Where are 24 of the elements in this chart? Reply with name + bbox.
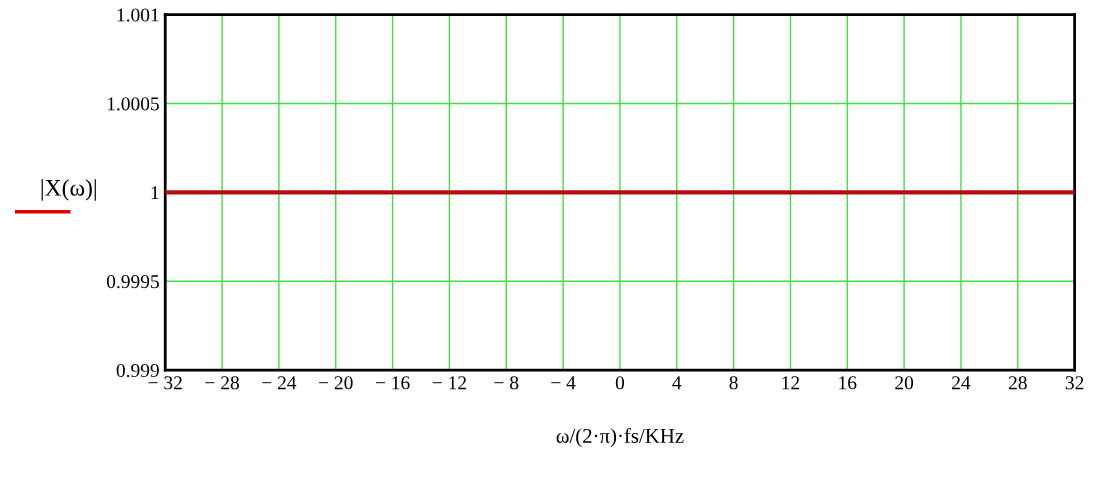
x-tick-label: 12 bbox=[782, 376, 800, 390]
y-tick-label: 1 bbox=[151, 186, 159, 200]
x-tick-label: 16 bbox=[839, 376, 857, 390]
y-tick-label: 0.999 bbox=[116, 363, 159, 378]
x-tick-label: − 4 bbox=[551, 376, 576, 390]
x-tick-label: 4 bbox=[672, 376, 682, 390]
x-tick-label: 28 bbox=[1008, 376, 1027, 390]
x-tick-label: − 20 bbox=[319, 376, 353, 390]
x-tick-label: − 32 bbox=[148, 376, 182, 390]
x-tick-label: − 24 bbox=[262, 376, 297, 390]
x-tick-label: − 16 bbox=[375, 376, 410, 390]
y-axis-title: |X(ω)| bbox=[41, 179, 96, 201]
x-tick-label: 0 bbox=[615, 376, 625, 390]
x-tick-label: − 8 bbox=[494, 376, 519, 390]
x-axis-title: ω/(2·π)·fs/KHz bbox=[556, 428, 684, 448]
y-tick-label: 1.001 bbox=[117, 8, 159, 22]
x-tick-label: 8 bbox=[729, 376, 738, 390]
x-tick-label: 20 bbox=[895, 376, 914, 390]
x-tick-label: − 12 bbox=[432, 376, 466, 390]
y-tick-label: 1.0005 bbox=[107, 97, 159, 111]
x-tick-label: 32 bbox=[1065, 376, 1084, 390]
x-tick-label: 24 bbox=[952, 376, 971, 390]
y-tick-label: 0.9995 bbox=[106, 275, 159, 289]
x-tick-label: − 28 bbox=[205, 376, 239, 390]
